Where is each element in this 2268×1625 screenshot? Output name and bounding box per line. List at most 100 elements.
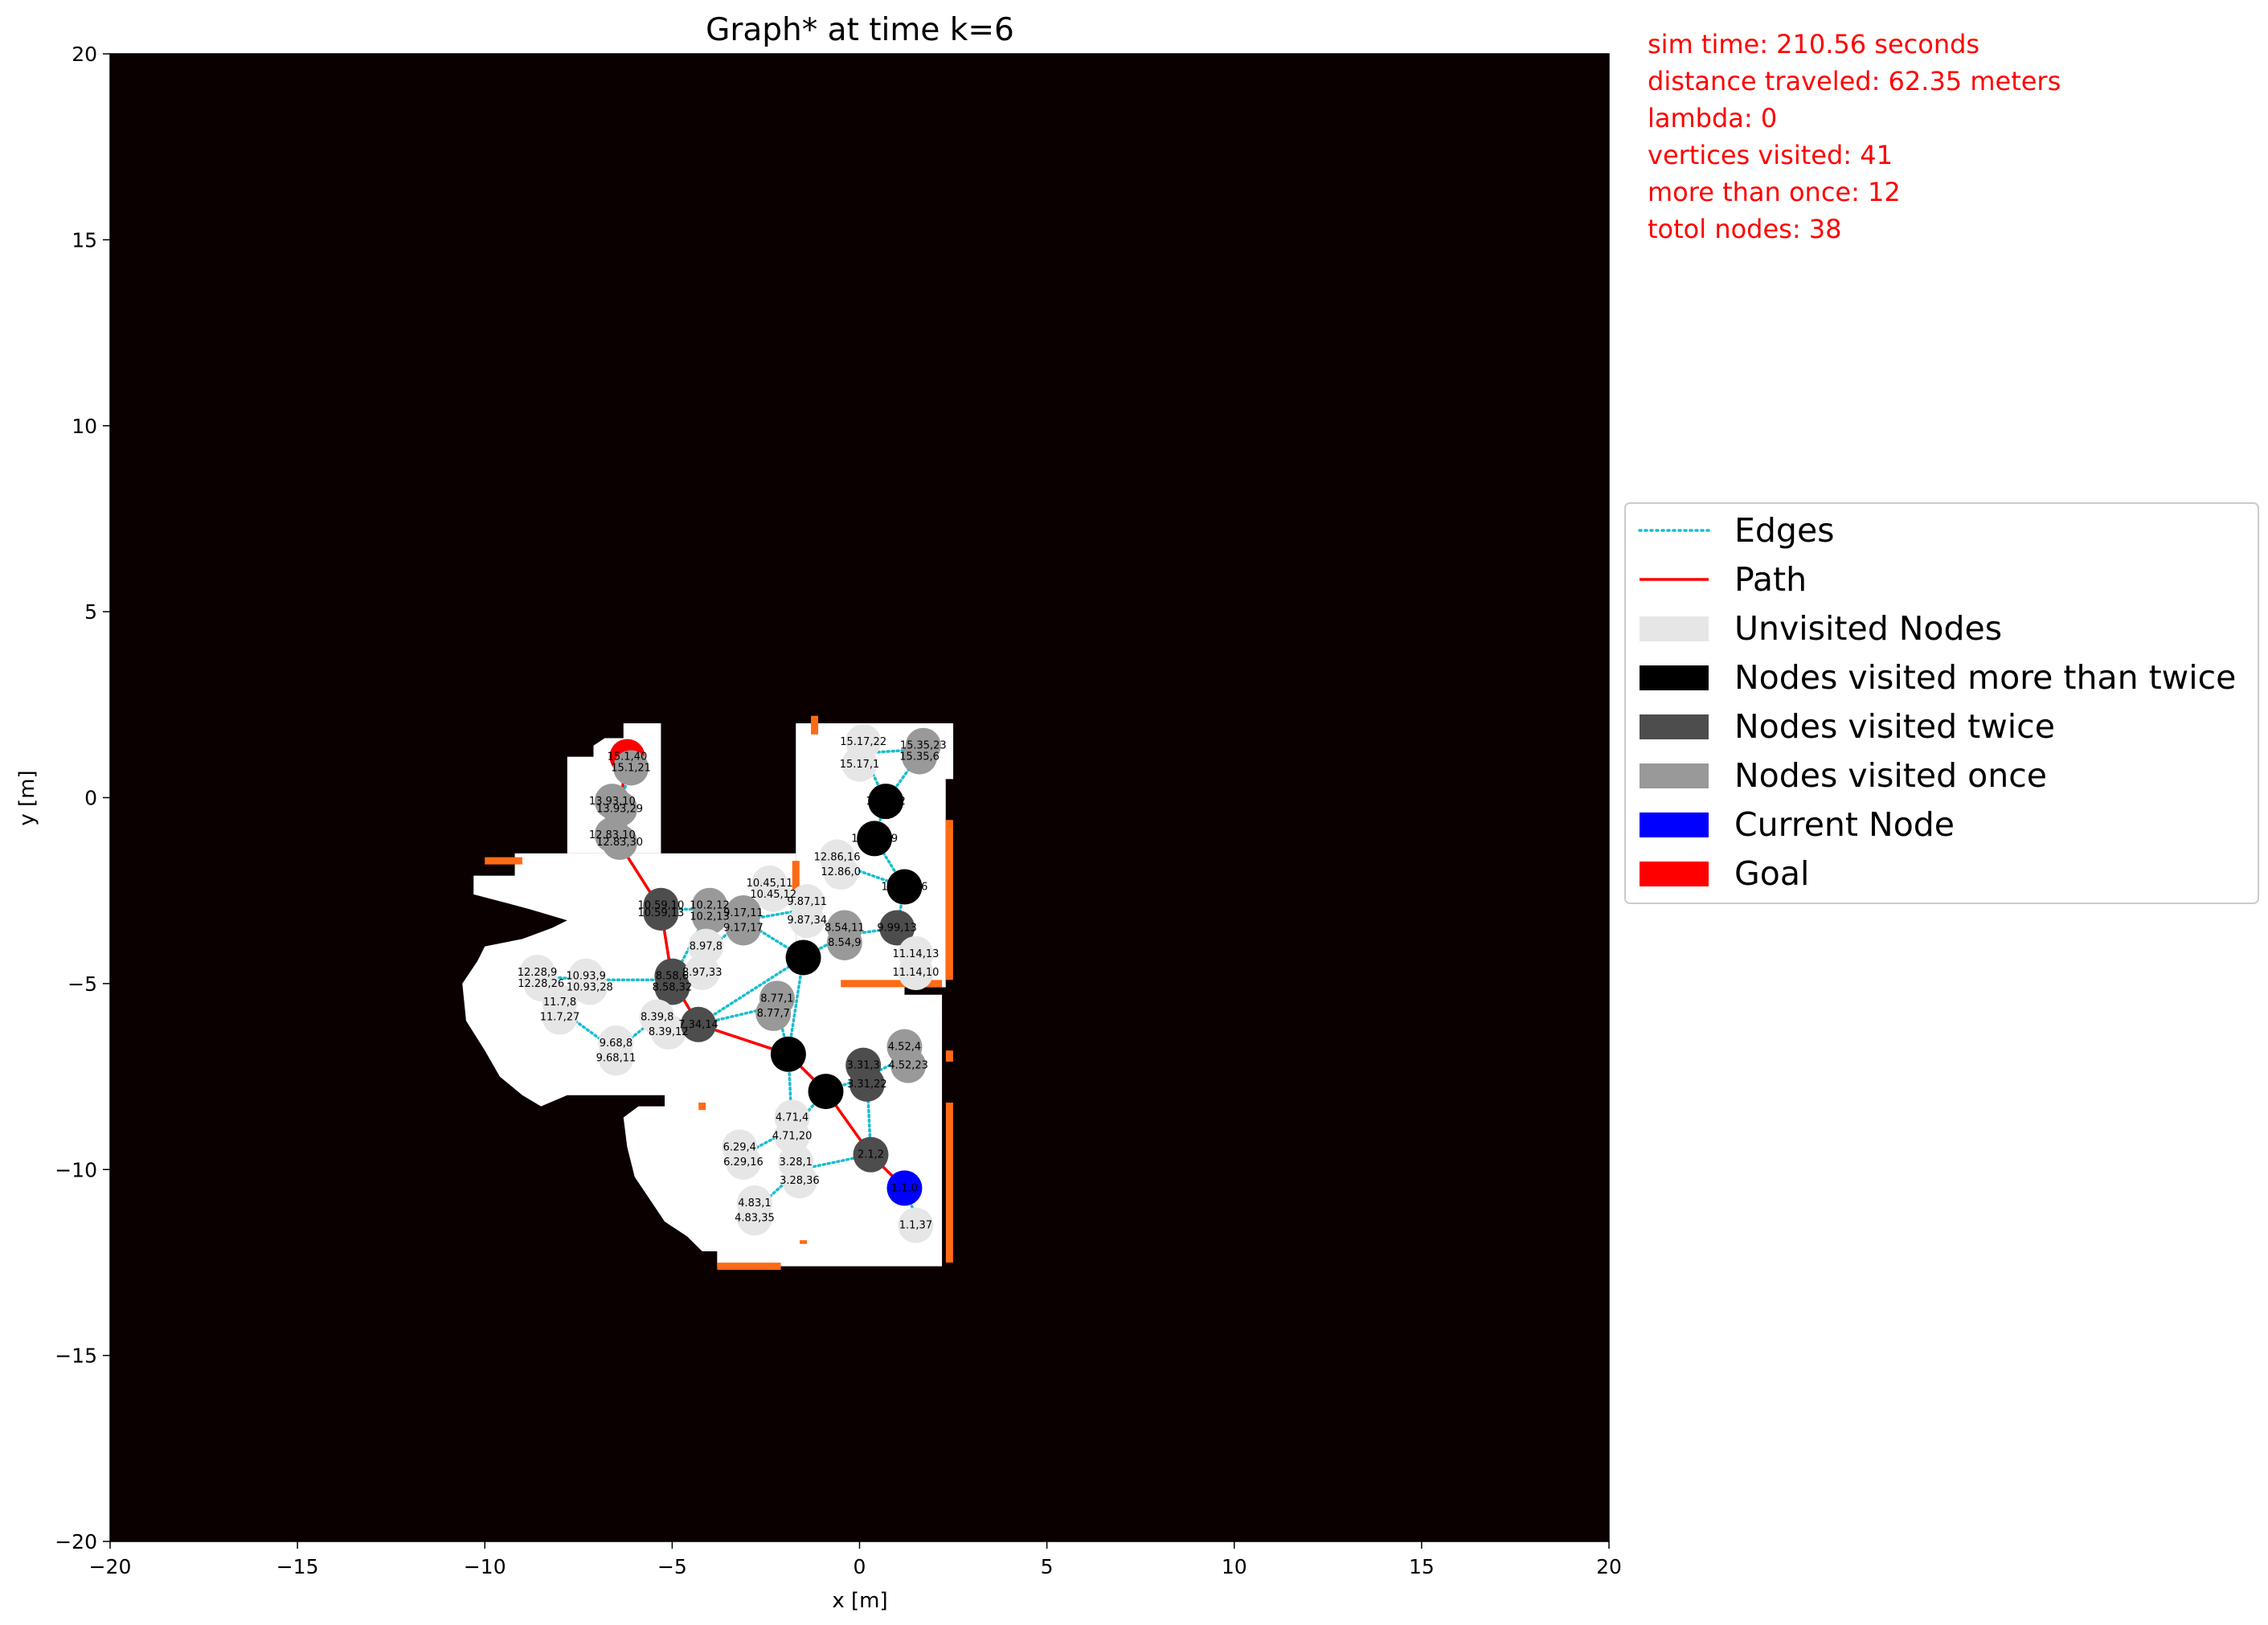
- legend-label: Nodes visited once: [1734, 756, 2047, 795]
- node-label: 11.14,13: [892, 948, 939, 960]
- graph-node: [898, 1207, 934, 1243]
- info-text: sim time: 210.56 seconds distance travel…: [1648, 29, 2061, 244]
- legend-label: Unvisited Nodes: [1734, 609, 2002, 648]
- graph-node: [598, 1040, 634, 1076]
- node-label: 6.1,9: [775, 1049, 801, 1061]
- node-label: 11.14,10: [892, 967, 939, 979]
- node-labels-layer: 15.1,4015.1,2113.93,1013.93,2912.83,1012…: [518, 736, 947, 1232]
- y-tick-label: −10: [55, 1158, 97, 1181]
- node-label: 15.1,40: [608, 751, 648, 763]
- legend-swatch: [1640, 665, 1709, 690]
- node-label: 4.52,23: [888, 1060, 928, 1072]
- info-vertices-visited: vertices visited: 41: [1648, 140, 1893, 170]
- graph-node: [789, 903, 825, 939]
- graph-node: [868, 784, 904, 820]
- graph-node: [853, 1136, 889, 1173]
- info-total-nodes: totol nodes: 38: [1648, 214, 1842, 244]
- node-label: 8.97,8: [690, 941, 723, 953]
- node-label: 4.71,20: [772, 1131, 813, 1143]
- y-tick-label: 10: [72, 415, 97, 438]
- x-tick-label: −5: [657, 1555, 687, 1578]
- node-label: 13.93,29: [596, 803, 643, 815]
- node-label: 9.87,34: [787, 915, 827, 927]
- graph-node: [602, 825, 638, 861]
- plot-area: 15.1,4015.1,2113.93,1013.93,2912.83,1012…: [109, 53, 1610, 1542]
- node-label: 15.1,21: [611, 762, 651, 774]
- node-label: 10.93,28: [567, 982, 613, 994]
- graph-node: [785, 939, 821, 976]
- x-axis-label: x [m]: [832, 1589, 887, 1613]
- node-label: 15.17,1: [840, 759, 880, 771]
- node-label: 11.7,8: [543, 997, 576, 1009]
- graph-node: [808, 1074, 844, 1110]
- node-label: 6.29,16: [723, 1156, 764, 1169]
- node-label: 12.86,16: [814, 852, 861, 864]
- node-label: 4.83,35: [735, 1212, 775, 1224]
- node-label: 2.1,2: [858, 1149, 884, 1161]
- node-label: 5.1,11: [809, 1086, 842, 1098]
- graph-node: [613, 750, 649, 786]
- x-tick-label: 20: [1596, 1555, 1622, 1578]
- graph-node: [650, 1014, 686, 1050]
- node-label: 3.31,22: [847, 1079, 887, 1091]
- node-label: 9.17,11: [723, 907, 764, 919]
- legend-label: Nodes visited more than twice: [1734, 658, 2236, 697]
- node-label: 8.58,6: [656, 971, 689, 983]
- node-label: 8.97,33: [682, 967, 723, 979]
- node-label: 10.45,12: [750, 889, 796, 901]
- node-label: 1.1,37: [899, 1220, 932, 1232]
- node-label: 4.52,4: [888, 1042, 921, 1054]
- node-label: 8.54,11: [825, 922, 865, 934]
- info-more-than-once: more than once: 12: [1648, 177, 1901, 207]
- graph-node: [841, 746, 878, 782]
- node-label: 13.19,19: [851, 833, 898, 845]
- graph-edge: [697, 956, 805, 1026]
- node-label: 10.2,12: [690, 900, 730, 912]
- legend-label: Path: [1734, 560, 1807, 599]
- y-axis: −20 −15 −10 −5 0 5 10 15 20: [55, 43, 110, 1553]
- graph-node: [774, 1118, 810, 1154]
- node-label: 3.28,1: [780, 1156, 813, 1169]
- node-label: 12.28,26: [518, 978, 564, 990]
- node-label: 9.87,11: [787, 896, 827, 908]
- node-label: 15.17,22: [840, 736, 886, 748]
- legend-label: Edges: [1734, 511, 1835, 550]
- plot-title: Graph* at time k=6: [706, 12, 1014, 48]
- legend-swatch: [1640, 714, 1709, 739]
- node-label: 13.93,10: [589, 796, 636, 808]
- node-label: 12.83,30: [596, 837, 643, 849]
- legend-label: Goal: [1734, 854, 1809, 893]
- node-label: 10.45,11: [747, 878, 793, 890]
- legend-label: Nodes visited twice: [1734, 707, 2055, 746]
- graph-node: [781, 1163, 817, 1199]
- node-label: 8.58,32: [653, 982, 693, 994]
- graph-node: [902, 739, 938, 775]
- node-label: 10.93,9: [566, 971, 606, 983]
- node-label: 14.1,22: [866, 796, 906, 808]
- y-tick-label: 15: [72, 228, 97, 252]
- legend-swatch: [1640, 763, 1709, 788]
- node-label: 15.35,6: [899, 751, 940, 763]
- x-tick-label: 5: [1041, 1555, 1054, 1578]
- y-tick-label: 0: [84, 787, 97, 810]
- y-tick-label: −15: [55, 1345, 97, 1368]
- graph-node: [692, 898, 727, 935]
- node-label: 8.1,1: [790, 952, 817, 964]
- graph-node: [857, 821, 893, 857]
- graph-node: [849, 1066, 885, 1102]
- graph-node: [823, 854, 859, 890]
- graph-node: [755, 876, 792, 912]
- graph-node: [542, 999, 578, 1035]
- y-tick-label: −20: [55, 1530, 97, 1553]
- x-tick-label: −15: [276, 1555, 319, 1578]
- node-label: 12.86,0: [821, 866, 861, 878]
- node-label: 10.59,13: [637, 907, 684, 919]
- info-distance: distance traveled: 62.35 meters: [1648, 66, 2061, 96]
- graph-node: [684, 954, 720, 990]
- node-label: 9.68,11: [596, 1052, 637, 1064]
- legend-swatch: [1640, 862, 1709, 886]
- node-label: 1.1,0: [891, 1182, 918, 1194]
- legend-swatch: [1640, 616, 1709, 641]
- x-tick-label: −10: [464, 1555, 506, 1578]
